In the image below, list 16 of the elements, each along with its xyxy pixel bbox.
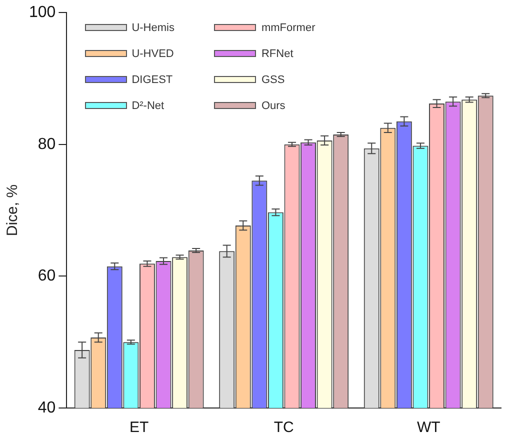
legend-label: U-HVED (132, 48, 174, 60)
legend-label: mmFormer (261, 22, 316, 34)
legend-label: U-Hemis (132, 22, 174, 34)
legend-label: D²-Net (132, 100, 164, 112)
y-tick-label: 40 (38, 399, 56, 416)
legend-label: Ours (261, 100, 286, 112)
y-tick-label: 60 (38, 268, 56, 285)
legend-label: GSS (261, 74, 285, 86)
x-tick-label: WT (416, 419, 440, 436)
legend-label: DIGEST (132, 74, 173, 86)
y-tick-label: 100 (28, 4, 56, 22)
legend-label: RFNet (261, 48, 294, 60)
x-tick-label: ET (129, 419, 149, 436)
x-tick-label: TC (274, 419, 294, 436)
y-axis-title: Dice, % (4, 184, 22, 236)
y-tick-label: 80 (38, 136, 56, 153)
